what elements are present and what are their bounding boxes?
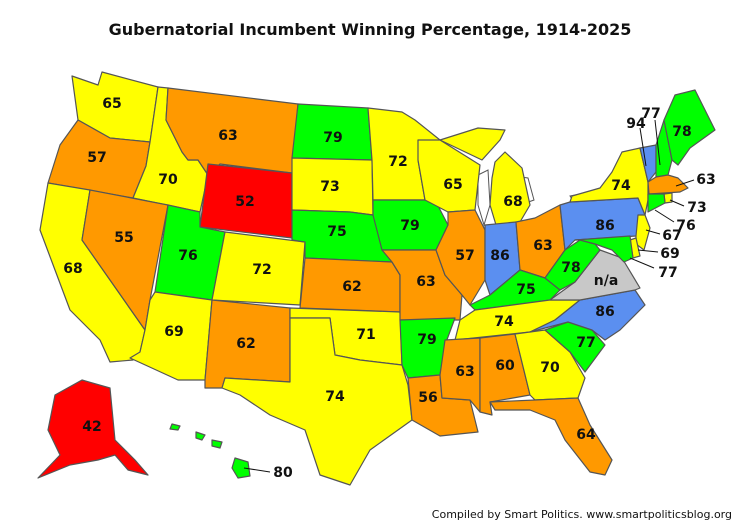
label-OR: 57 [87,150,106,166]
label-NE: 75 [327,224,346,240]
label-CO: 72 [252,262,271,278]
label-MI: 68 [503,194,522,210]
label-KY: 75 [516,282,535,298]
label-MA: 63 [696,172,715,188]
label-TN: 74 [494,314,514,330]
label-NV: 55 [114,230,133,246]
label-KS: 62 [342,279,361,295]
label-VT: 94 [626,116,646,132]
map-title: Gubernatorial Incumbent Winning Percenta… [108,20,632,39]
state-CT [647,193,666,213]
label-FL: 64 [576,427,596,443]
label-DE: 69 [660,246,679,262]
credit-line: Compiled by Smart Politics. www.smartpol… [431,508,732,521]
label-WI: 65 [443,177,462,193]
label-IN: 86 [490,248,509,264]
label-RI: 73 [687,200,706,216]
label-IL: 57 [455,248,474,264]
state-AK [37,379,149,479]
label-SC: 77 [576,335,595,351]
label-OK: 71 [356,327,375,343]
label-CT: 76 [676,218,695,234]
label-WV: 78 [561,260,580,276]
state-NJ [635,214,651,251]
label-OH: 63 [533,238,552,254]
state-TX [221,317,413,486]
label-NC: 86 [595,304,614,320]
label-AR: 79 [417,332,436,348]
label-WY: 52 [235,194,254,210]
state-ME [663,89,716,166]
label-MS: 63 [455,364,474,380]
label-ME: 78 [672,124,691,140]
label-MT: 63 [218,128,237,144]
label-AK: 42 [82,419,101,435]
label-NM: 62 [236,336,255,352]
label-IA: 79 [400,218,419,234]
label-CA: 68 [63,261,82,277]
label-WA: 65 [102,96,121,112]
label-TX: 74 [325,389,345,405]
label-ID: 70 [158,172,178,188]
label-ND: 79 [323,130,342,146]
label-MN: 72 [388,154,407,170]
label-AZ: 69 [164,324,183,340]
label-NH: 77 [641,106,660,122]
callout-lines [243,119,695,473]
label-GA: 70 [540,360,560,376]
state-FL [489,397,613,476]
label-MD: 77 [658,265,677,281]
label-NY: 74 [611,178,631,194]
label-AL: 60 [495,358,515,374]
state-IL [435,209,486,306]
label-SD: 73 [320,179,339,195]
label-UT: 76 [178,248,197,264]
label-HI: 80 [273,465,293,481]
label-MO: 63 [416,274,435,290]
state-HI [169,423,251,479]
label-LA: 56 [418,390,437,406]
label-VA: n/a [594,273,619,289]
label-PA: 86 [595,218,614,234]
label-NJ: 67 [662,228,681,244]
state-MD [574,235,634,263]
